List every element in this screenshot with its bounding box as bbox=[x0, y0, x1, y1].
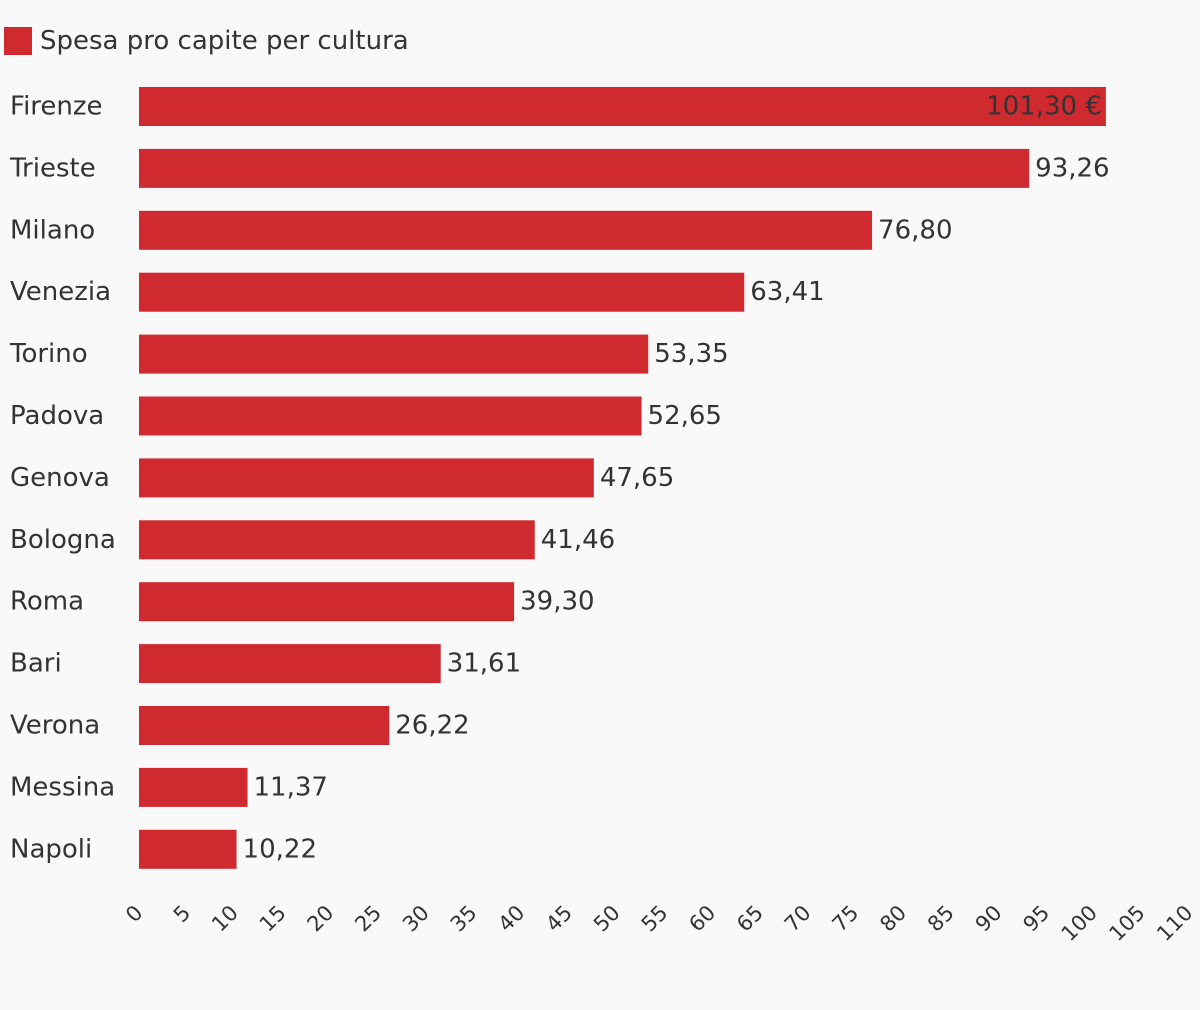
value-label-firenze: 101,30 € bbox=[986, 92, 1102, 122]
x-tick-label-0: 0 bbox=[121, 901, 147, 927]
x-tick-label-90: 90 bbox=[971, 901, 1007, 937]
category-label-roma: Roma bbox=[10, 587, 84, 617]
category-label-verona: Verona bbox=[10, 711, 100, 741]
value-label-milano: 76,80 bbox=[878, 215, 952, 245]
x-tick-label-5: 5 bbox=[169, 901, 195, 927]
bar-padova bbox=[139, 396, 642, 436]
category-label-padova: Padova bbox=[10, 401, 104, 431]
category-label-trieste: Trieste bbox=[9, 153, 96, 183]
bar-bari bbox=[139, 644, 441, 684]
x-tick-label-40: 40 bbox=[493, 901, 529, 937]
x-tick-label-55: 55 bbox=[637, 901, 673, 937]
x-tick-label-105: 105 bbox=[1104, 901, 1149, 946]
x-tick-label-80: 80 bbox=[875, 901, 911, 937]
bar-torino bbox=[139, 334, 649, 374]
category-label-genova: Genova bbox=[10, 463, 110, 493]
category-label-bari: Bari bbox=[10, 649, 62, 679]
value-label-messina: 11,37 bbox=[254, 772, 328, 802]
x-tick-label-65: 65 bbox=[732, 901, 768, 937]
value-label-bari: 31,61 bbox=[447, 649, 521, 679]
x-tick-label-25: 25 bbox=[350, 901, 386, 937]
bar-firenze bbox=[139, 87, 1106, 126]
bar-bologna bbox=[139, 520, 535, 560]
bar-napoli bbox=[139, 829, 237, 869]
x-tick-label-75: 75 bbox=[828, 901, 864, 937]
bar-verona bbox=[139, 706, 390, 745]
value-label-padova: 52,65 bbox=[648, 401, 722, 431]
x-tick-label-50: 50 bbox=[589, 901, 625, 937]
category-label-milano: Milano bbox=[10, 215, 95, 245]
value-label-trieste: 93,26 bbox=[1035, 153, 1109, 183]
value-label-bologna: 41,46 bbox=[541, 525, 615, 555]
value-label-napoli: 10,22 bbox=[243, 834, 317, 864]
category-label-messina: Messina bbox=[10, 772, 115, 802]
value-label-genova: 47,65 bbox=[600, 463, 674, 493]
x-tick-label-30: 30 bbox=[398, 901, 434, 937]
chart-legend: Spesa pro capite per cultura bbox=[4, 24, 409, 58]
x-tick-label-10: 10 bbox=[207, 901, 243, 937]
x-tick-label-20: 20 bbox=[303, 901, 339, 937]
x-tick-label-95: 95 bbox=[1018, 901, 1054, 937]
bar-milano bbox=[139, 210, 873, 250]
value-label-venezia: 63,41 bbox=[750, 277, 824, 307]
x-tick-label-60: 60 bbox=[684, 901, 720, 937]
x-tick-label-15: 15 bbox=[255, 901, 291, 937]
bar-genova bbox=[139, 458, 594, 498]
bar-trieste bbox=[139, 148, 1030, 188]
category-label-venezia: Venezia bbox=[10, 277, 111, 307]
legend-swatch bbox=[4, 27, 32, 55]
x-tick-label-70: 70 bbox=[780, 901, 816, 937]
x-tick-label-85: 85 bbox=[923, 901, 959, 937]
x-tick-label-45: 45 bbox=[541, 901, 577, 937]
x-tick-label-110: 110 bbox=[1152, 901, 1197, 946]
category-label-napoli: Napoli bbox=[10, 834, 92, 864]
category-label-torino: Torino bbox=[9, 339, 88, 369]
category-label-firenze: Firenze bbox=[10, 92, 103, 122]
bar-messina bbox=[139, 767, 248, 807]
legend-label: Spesa pro capite per cultura bbox=[40, 26, 409, 56]
category-label-bologna: Bologna bbox=[10, 525, 116, 555]
bar-roma bbox=[139, 582, 515, 622]
value-label-roma: 39,30 bbox=[520, 587, 594, 617]
x-tick-label-100: 100 bbox=[1057, 901, 1102, 946]
bar-venezia bbox=[139, 272, 745, 312]
value-label-verona: 26,22 bbox=[395, 711, 469, 741]
x-tick-label-35: 35 bbox=[446, 901, 482, 937]
value-label-torino: 53,35 bbox=[654, 339, 728, 369]
